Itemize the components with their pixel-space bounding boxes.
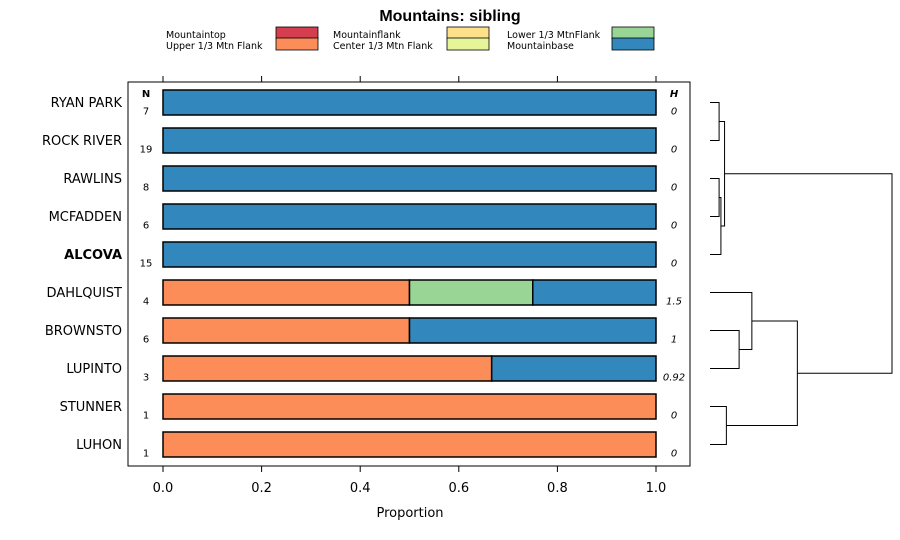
x-axis-label: Proportion bbox=[376, 506, 443, 521]
bar-segment bbox=[162, 317, 411, 344]
bar-segment bbox=[490, 355, 657, 382]
dendrogram bbox=[710, 102, 893, 445]
n-value: 7 bbox=[143, 107, 149, 118]
dendrogram-link bbox=[710, 330, 740, 369]
n-value: 3 bbox=[143, 373, 149, 384]
bar-segment bbox=[532, 279, 657, 306]
h-value: 0 bbox=[671, 259, 677, 270]
row-label: BROWNSTO bbox=[45, 324, 122, 339]
legend-label: Upper 1/3 Mtn Flank bbox=[166, 41, 263, 52]
h-value: 0 bbox=[671, 183, 677, 194]
x-tick-label: 0.8 bbox=[547, 481, 568, 496]
bar-segment bbox=[162, 355, 493, 382]
legend-swatch bbox=[446, 37, 490, 51]
row-label: RYAN PARK bbox=[51, 96, 123, 111]
bar-segment bbox=[162, 431, 657, 458]
n-value: 1 bbox=[143, 411, 149, 422]
x-tick-label: 0.0 bbox=[153, 481, 174, 496]
n-value: 6 bbox=[143, 335, 149, 346]
x-tick-label: 0.6 bbox=[448, 481, 469, 496]
h-value: 0 bbox=[671, 449, 677, 460]
dendrogram-link bbox=[724, 173, 893, 374]
bar-segment bbox=[408, 317, 657, 344]
n-value: 15 bbox=[140, 259, 153, 270]
legend-label: Mountaintop bbox=[166, 30, 226, 41]
dendrogram-link bbox=[710, 406, 727, 445]
h-value: 1.5 bbox=[666, 297, 682, 308]
x-tick-label: 0.4 bbox=[350, 481, 371, 496]
row-label: DAHLQUIST bbox=[47, 286, 123, 301]
h-value: 0 bbox=[671, 145, 677, 156]
dendrogram-link bbox=[719, 121, 726, 227]
legend-swatch bbox=[275, 26, 319, 40]
dendrogram-link bbox=[726, 320, 798, 426]
h-value: 0 bbox=[671, 221, 677, 232]
bar-segment bbox=[162, 393, 657, 420]
n-value: 19 bbox=[140, 145, 153, 156]
bar-segment bbox=[408, 279, 534, 306]
dendrogram-link bbox=[710, 178, 720, 217]
row-label: MCFADDEN bbox=[49, 210, 122, 225]
n-value: 1 bbox=[143, 449, 149, 460]
bar-segment bbox=[162, 279, 411, 306]
n-column-header: N bbox=[142, 89, 150, 100]
dendrogram-link bbox=[710, 292, 753, 350]
h-value: 0 bbox=[671, 411, 677, 422]
legend-label: Mountainflank bbox=[333, 30, 401, 41]
n-value: 4 bbox=[143, 297, 149, 308]
h-value: 1 bbox=[671, 335, 677, 346]
bar-segment bbox=[162, 127, 657, 154]
n-value: 6 bbox=[143, 221, 149, 232]
row-label: RAWLINS bbox=[63, 172, 122, 187]
dendrogram-link bbox=[710, 102, 720, 141]
h-value: 0.92 bbox=[663, 373, 685, 384]
legend-swatch bbox=[446, 26, 490, 40]
bar-segment bbox=[162, 203, 657, 230]
row-label: ROCK RIVER bbox=[42, 134, 122, 149]
row-label: LUPINTO bbox=[66, 362, 122, 377]
legend-label: Mountainbase bbox=[507, 41, 574, 52]
legend-swatch bbox=[611, 26, 655, 40]
legend-label: Lower 1/3 MtnFlank bbox=[507, 30, 601, 41]
legend-swatch bbox=[275, 37, 319, 51]
n-value: 8 bbox=[143, 183, 149, 194]
h-value: 0 bbox=[671, 107, 677, 118]
plot-frame bbox=[127, 81, 691, 467]
bar-segment bbox=[162, 165, 657, 192]
bars: RYAN PARK 7 0 ROCK RIVER 19 0 RAWLINS 8 0 MCFADDE… bbox=[42, 89, 685, 460]
bar-segment bbox=[162, 241, 657, 268]
x-tick-label: 0.2 bbox=[251, 481, 272, 496]
x-tick-label: 1.0 bbox=[646, 481, 667, 496]
row-label: LUHON bbox=[76, 438, 122, 453]
chart-title: Mountains: sibling bbox=[379, 8, 520, 25]
x-axis: 0.0 0.2 0.4 0.6 0.8 1.0 bbox=[153, 76, 667, 496]
row-label: STUNNER bbox=[60, 400, 122, 415]
bar-segment bbox=[162, 89, 657, 116]
legend-swatch bbox=[611, 37, 655, 51]
row-label: ALCOVA bbox=[64, 248, 122, 263]
h-column-header: H bbox=[670, 89, 679, 100]
legend-label: Center 1/3 Mtn Flank bbox=[333, 41, 433, 52]
